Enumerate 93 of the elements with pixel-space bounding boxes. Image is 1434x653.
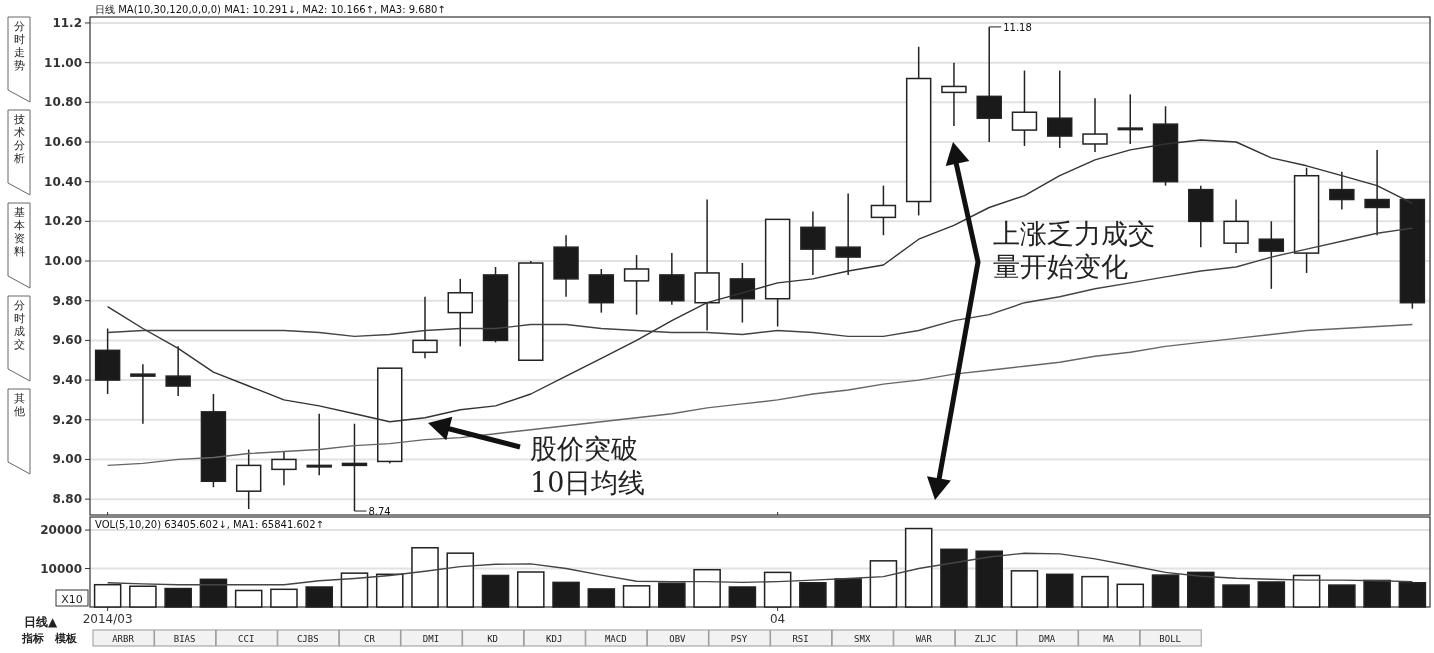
bar — [93, 583, 122, 608]
text: 基本资料 — [13, 206, 25, 258]
text: 技术分析 — [12, 113, 25, 165]
bar — [975, 550, 1004, 608]
text: KD — [487, 634, 499, 644]
y-tick-label: 10.60 — [44, 135, 82, 149]
chart-title: 日线 MA(10,30,120,0,0,0) MA1: 10.291↓, MA2: 10.166↑, MA3: 9.680↑ — [95, 4, 446, 15]
text: MA — [1103, 634, 1115, 644]
bar — [340, 572, 369, 608]
text: DMA — [1038, 634, 1056, 644]
y-tick-label: 8.80 — [52, 492, 82, 507]
bar — [904, 527, 933, 608]
bar — [199, 578, 228, 608]
bar — [1045, 573, 1074, 608]
line-series — [106, 323, 1414, 467]
bar — [622, 585, 651, 608]
bar — [1398, 582, 1427, 608]
annotation: 11.18 — [1003, 21, 1032, 33]
y-tick-label: 11.00 — [44, 55, 82, 70]
line-series — [106, 552, 1414, 586]
annotation: 8.74 — [368, 506, 391, 518]
text: 分时走势 — [13, 20, 25, 72]
y-tick-label: 10.20 — [44, 214, 82, 229]
bar — [164, 587, 192, 608]
text: 其他 — [13, 392, 25, 418]
text: ZLJC — [974, 634, 997, 644]
bar — [1010, 570, 1039, 608]
y-tick-label: 20000 — [40, 523, 82, 538]
bar — [1151, 574, 1180, 608]
y-tick-label: 10.40 — [44, 174, 82, 189]
bar — [1363, 579, 1391, 608]
bar — [234, 589, 263, 608]
text: 指标 — [21, 632, 44, 645]
text: WAR — [915, 634, 933, 644]
annotation: 10日均线 — [530, 467, 646, 498]
bar — [1328, 584, 1356, 608]
bar — [552, 581, 580, 608]
bar — [658, 582, 686, 608]
annotation: 上涨乏力成交 — [993, 218, 1155, 249]
x-tick-label: 04 — [769, 612, 786, 626]
text: CR — [363, 634, 376, 644]
y-tick-label: 9.60 — [52, 333, 82, 348]
bar — [305, 586, 334, 608]
bar — [516, 571, 545, 608]
bar — [1186, 571, 1215, 608]
text: OBV — [669, 634, 687, 644]
text: CJBS — [296, 634, 319, 644]
text: CCI — [238, 634, 255, 644]
text: 模板 — [54, 632, 78, 645]
text: 日线▲ — [24, 615, 58, 629]
text: BIAS — [173, 634, 196, 644]
bar — [763, 571, 792, 608]
bar — [1081, 575, 1109, 608]
bar — [129, 585, 157, 608]
bar — [940, 548, 968, 608]
x-tick-label: 2014/03 — [82, 612, 133, 626]
bar — [728, 586, 757, 608]
y-tick-label: 10.80 — [44, 95, 82, 110]
y-tick-label: 9.80 — [52, 293, 82, 308]
bar — [1222, 584, 1250, 608]
bar — [799, 582, 827, 608]
line-series — [106, 139, 1414, 423]
bar — [869, 560, 898, 608]
text: RSI — [792, 634, 809, 644]
bar — [1292, 574, 1321, 608]
text: BOLL — [1159, 634, 1182, 644]
bar — [693, 568, 721, 608]
text: DMI — [422, 634, 440, 644]
bar — [481, 574, 510, 608]
bar — [587, 588, 616, 608]
chart-title: VOL(5,10,20) 63405.602↓, MA1: 65841.602↑ — [95, 519, 324, 530]
bar — [446, 552, 475, 608]
bar — [411, 547, 439, 608]
text: X10 — [61, 593, 83, 606]
bar — [270, 588, 298, 608]
y-tick-label: 9.40 — [52, 373, 82, 388]
annotation: 量开始变化 — [993, 251, 1128, 282]
text: 分时成交 — [13, 299, 25, 351]
annotation: 股价突破 — [530, 433, 638, 464]
bar — [1116, 583, 1145, 608]
text: PSY — [730, 634, 748, 644]
y-tick-label: 11.2 — [52, 15, 82, 30]
text: KDJ — [546, 634, 563, 644]
y-tick-label: 10.00 — [44, 254, 82, 269]
y-tick-label: 9.20 — [52, 412, 82, 427]
text: SMX — [854, 634, 871, 644]
bar — [375, 573, 404, 608]
text: MACD — [604, 634, 627, 644]
bar — [834, 578, 862, 608]
y-tick-label: 9.00 — [52, 452, 82, 467]
text: ARBR — [112, 634, 135, 644]
bar — [1257, 581, 1286, 608]
y-tick-label: 10000 — [40, 561, 82, 576]
